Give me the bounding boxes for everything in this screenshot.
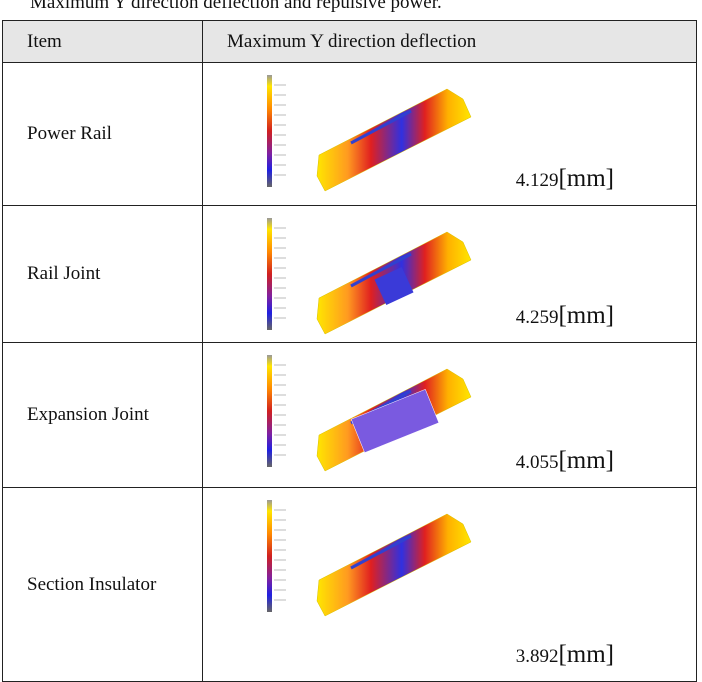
value-number: 4.259 [516, 307, 559, 328]
image-cell: 4.129[mm] [203, 63, 697, 206]
table-row: Expansion Joint 4.055[mm] [3, 343, 697, 488]
table-row: Rail Joint 4.259[mm] [3, 206, 697, 343]
legend-bar [267, 355, 272, 467]
value-unit: [mm] [558, 447, 614, 474]
image-cell: 3.892[mm] [203, 488, 697, 682]
fem-image [259, 496, 489, 621]
legend-bar [267, 500, 272, 612]
item-cell: Power Rail [3, 63, 203, 206]
deflection-value: 4.259[mm] [516, 302, 614, 330]
table-row: Power Rail 4.129[mm] [3, 63, 697, 206]
header-cell: Item [3, 21, 203, 63]
value-unit: [mm] [558, 641, 614, 668]
legend-bar [267, 75, 272, 187]
image-cell: 4.055[mm] [203, 343, 697, 488]
fem-image [259, 71, 489, 196]
item-cell: Rail Joint [3, 206, 203, 343]
header-cell: Maximum Y direction deflection [203, 21, 697, 63]
value-unit: [mm] [558, 302, 614, 329]
header-row: Item Maximum Y direction deflection [3, 21, 697, 63]
value-number: 4.129 [516, 170, 559, 191]
result-table: Item Maximum Y direction deflection Powe… [2, 20, 697, 682]
legend-bar [267, 218, 272, 330]
page: Maximum Y direction deflection and repul… [0, 0, 702, 681]
beam [317, 514, 471, 616]
value-unit: [mm] [558, 165, 614, 192]
deflection-value: 4.129[mm] [516, 165, 614, 193]
value-number: 3.892 [516, 646, 559, 667]
caption: Maximum Y direction deflection and repul… [30, 0, 442, 14]
deflection-value: 3.892[mm] [516, 641, 614, 669]
item-cell: Section Insulator [3, 488, 203, 682]
value-number: 4.055 [516, 452, 559, 473]
image-cell: 4.259[mm] [203, 206, 697, 343]
item-cell: Expansion Joint [3, 343, 203, 488]
fem-image [259, 351, 489, 476]
table-row: Section Insulator 3.892[mm] [3, 488, 697, 682]
deflection-value: 4.055[mm] [516, 447, 614, 475]
beam [317, 89, 471, 191]
fem-image [259, 214, 489, 339]
